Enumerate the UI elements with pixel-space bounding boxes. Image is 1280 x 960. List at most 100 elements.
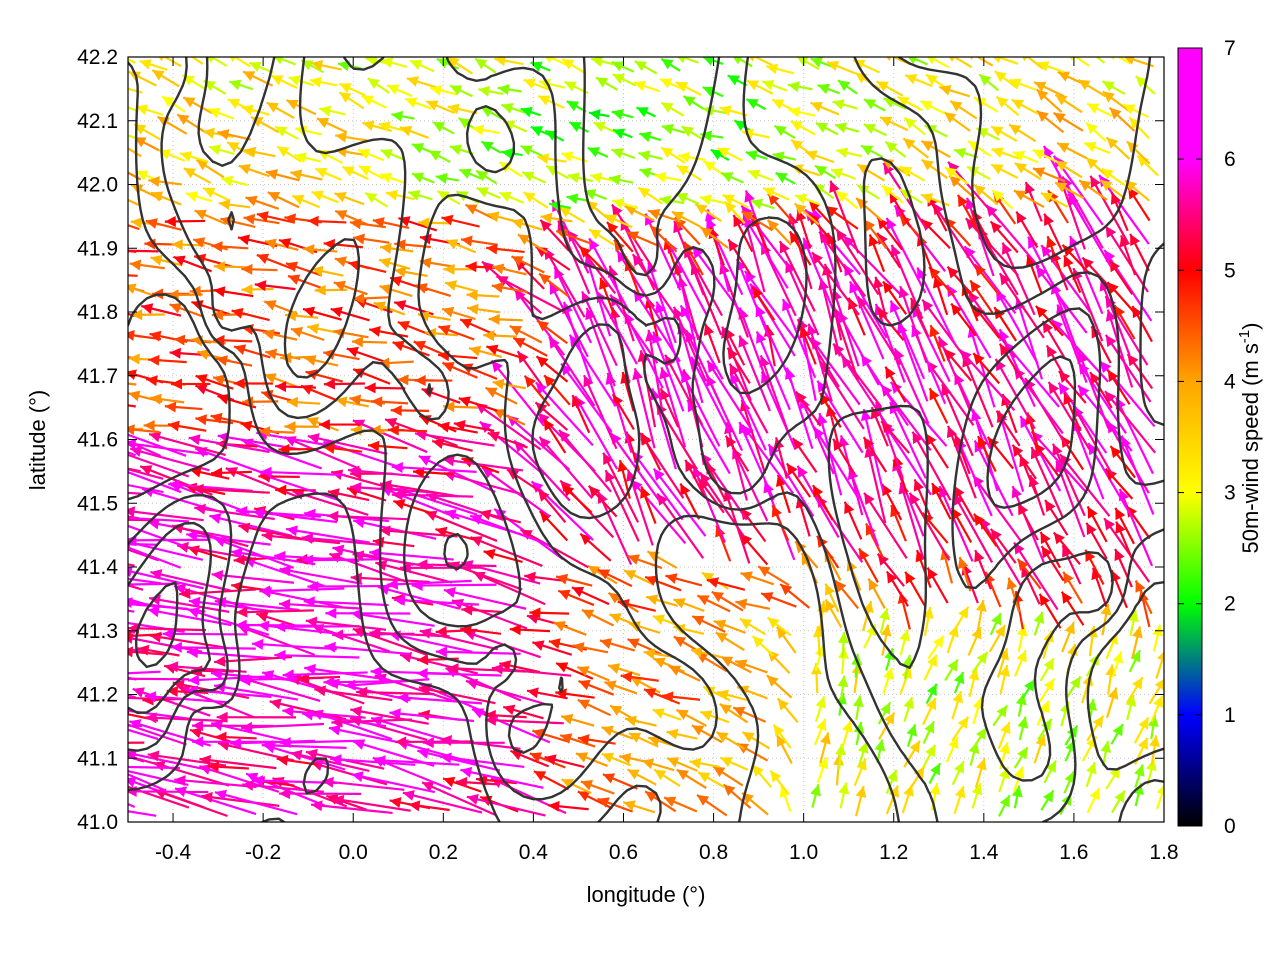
wind-arrow-shaft [350, 611, 435, 627]
wind-arrow-shaft [307, 584, 393, 588]
wind-arrow-head [332, 629, 344, 641]
colorbar-tick-label: 1 [1224, 704, 1236, 727]
wind-arrow-head [646, 594, 659, 606]
wind-arrow-head [95, 579, 106, 590]
wind-arrow-shaft [166, 664, 247, 673]
wind-arrow-head [1043, 678, 1055, 691]
wind-arrow-head [188, 596, 201, 608]
wind-arrow-head [713, 766, 726, 778]
wind-arrow-head [631, 479, 643, 492]
wind-arrow-head [685, 459, 696, 473]
wind-arrow-head [1120, 435, 1131, 448]
wind-arrow-head [352, 550, 365, 562]
wind-arrow-head [1112, 723, 1123, 737]
wind-arrow-shaft [908, 492, 951, 561]
wind-arrow-head [301, 709, 314, 721]
wind-arrow-head [418, 684, 431, 696]
wind-arrow-shaft [952, 492, 994, 563]
wind-arrow-head [350, 609, 363, 621]
wind-arrow-shaft [150, 570, 231, 592]
wind-arrow-head [1018, 503, 1029, 516]
wind-arrow-head [817, 757, 829, 770]
wind-arrow-head [926, 683, 937, 697]
wind-arrow-shaft [201, 794, 280, 807]
wind-arrow-head [479, 509, 492, 521]
wind-arrow-head [447, 663, 459, 675]
wind-arrow-head [187, 674, 200, 686]
wind-arrow-head [54, 671, 66, 682]
wind-arrow-head [758, 566, 771, 577]
wind-arrow-head [1063, 571, 1074, 585]
wind-arrow-shaft [128, 509, 204, 522]
wind-arrow-head [110, 327, 122, 338]
wind-arrow-head [968, 668, 980, 681]
wind-arrow-head [853, 721, 865, 734]
wind-arrow-shaft [451, 599, 528, 630]
wind-arrow-head [303, 596, 315, 608]
wind-arrow-shaft [169, 482, 250, 515]
plot-area [54, 57, 1164, 822]
wind-arrow-shaft [440, 738, 521, 750]
wind-arrow-shaft [199, 757, 277, 770]
wind-arrow-head [661, 691, 674, 703]
wind-arrow-head [820, 732, 831, 745]
wind-arrow-head [58, 776, 70, 787]
wind-arrow-shaft [866, 445, 887, 524]
x-tick-label: -0.4 [155, 841, 192, 864]
wind-arrow-head [1086, 762, 1097, 775]
y-tick-label: 41.9 [77, 237, 118, 260]
wind-arrow-head [761, 592, 774, 603]
wind-arrow-head [954, 786, 966, 799]
wind-arrow-head [210, 668, 223, 680]
wind-arrow-head [1061, 591, 1073, 604]
wind-arrow-head [278, 598, 291, 610]
wind-arrow-head [82, 532, 94, 542]
wind-arrow-shaft [236, 609, 314, 614]
wind-arrow-shaft [1059, 453, 1111, 517]
wind-arrow-head [604, 680, 617, 691]
wind-arrow-head [391, 489, 403, 501]
wind-arrow-head [668, 665, 682, 676]
wind-arrow-shaft [469, 514, 551, 547]
wind-arrow-head [147, 750, 160, 762]
wind-arrow-shaft [369, 551, 454, 561]
wind-arrow-head [304, 508, 316, 520]
wind-arrow-head [571, 586, 585, 597]
wind-arrow-shaft [214, 600, 300, 612]
wind-arrow-head [883, 667, 894, 680]
wind-arrow-head [947, 659, 958, 672]
wind-arrow-head [1100, 741, 1112, 753]
wind-arrow-head [1107, 687, 1119, 700]
wind-arrow-head [101, 536, 113, 546]
x-tick-label: 1.0 [789, 841, 818, 864]
wind-arrow-shaft [1155, 784, 1164, 810]
wind-arrow-head [975, 727, 987, 740]
wind-arrow-head [667, 757, 680, 768]
wind-arrow-shaft [128, 548, 160, 562]
wind-arrow-head [1088, 57, 1091, 58]
colorbar-tick-label: 5 [1224, 259, 1236, 282]
wind-arrow-head [701, 572, 715, 583]
wind-arrow-head [1017, 558, 1029, 571]
wind-arrow-head [922, 607, 934, 619]
wind-arrow-head [128, 749, 137, 760]
wind-arrow-head [1086, 522, 1097, 536]
wind-arrow-head [1011, 785, 1023, 798]
wind-arrow-head [698, 772, 711, 783]
wind-arrow-head [838, 782, 850, 795]
wind-arrow-head [913, 479, 924, 492]
wind-arrow-shaft [128, 609, 135, 613]
wind-arrow-head [665, 573, 678, 584]
wind-arrow-shaft [602, 452, 640, 523]
wind-arrow-head [1024, 679, 1035, 692]
wind-arrow-head [597, 569, 611, 580]
wind-arrow-head [145, 712, 157, 724]
wind-arrow-head [609, 613, 622, 624]
wind-arrow-head [835, 743, 847, 756]
wind-arrow-head [906, 724, 917, 737]
wind-arrow-shaft [148, 596, 230, 613]
wind-arrow-head [533, 771, 547, 782]
x-tick-label: 0.0 [339, 841, 368, 864]
wind-arrow-head [697, 794, 710, 806]
wind-arrow-head [816, 413, 828, 426]
